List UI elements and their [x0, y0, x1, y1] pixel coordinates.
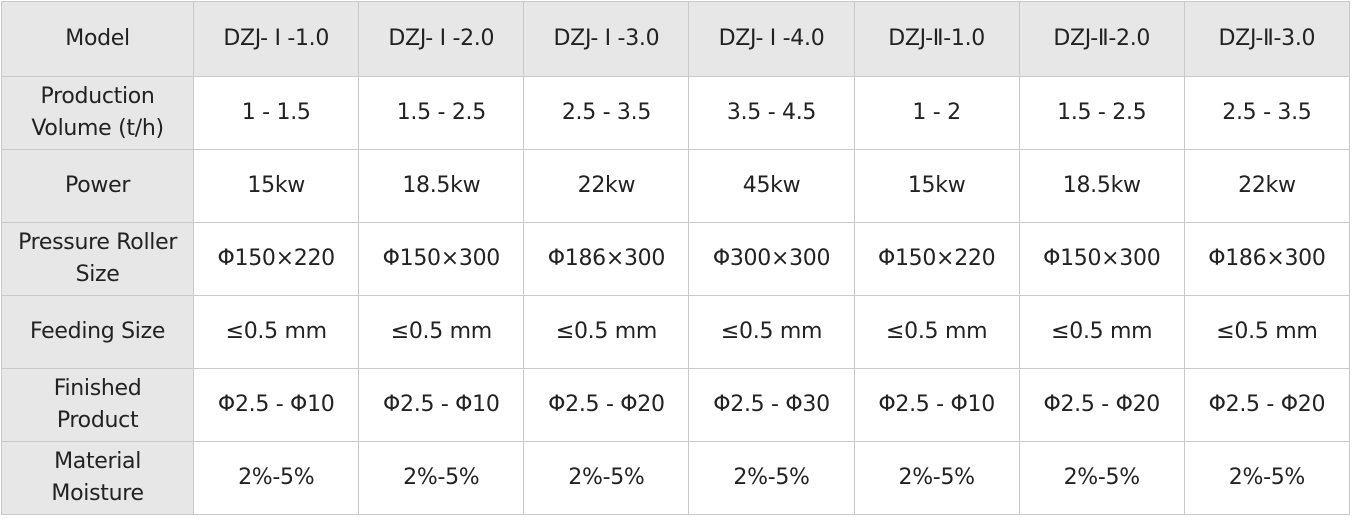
header-cell: DZJ-Ⅱ-1.0: [853, 1, 1020, 77]
table-cell: Φ2.5 - Φ30: [688, 368, 855, 442]
header-cell: DZJ-Ⅱ-2.0: [1018, 1, 1185, 77]
row-label: Production Volume (t/h): [0, 76, 195, 150]
table-row: Material Moisture 2%-5% 2%-5% 2%-5% 2%-5% 2%-5…: [0, 441, 1351, 515]
table-cell: Φ300×300: [688, 222, 855, 296]
table-cell: ≤0.5 mm: [853, 295, 1020, 369]
table-cell: 18.5kw: [1018, 149, 1185, 223]
table-cell: 1.5 - 2.5: [358, 76, 525, 150]
table-cell: 18.5kw: [358, 149, 525, 223]
row-label-line: Moisture: [51, 481, 144, 506]
table-cell: ≤0.5 mm: [193, 295, 360, 369]
table-row: Production Volume (t/h) 1 - 1.5 1.5 - 2.5 2.…: [0, 76, 1351, 150]
table-row: Pressure Roller Size Φ150×220 Φ150×300 Φ186×…: [0, 222, 1351, 296]
table-cell: Φ2.5 - Φ20: [1018, 368, 1185, 442]
header-cell: DZJ- Ⅰ -2.0: [358, 1, 525, 77]
table-cell: Φ2.5 - Φ10: [853, 368, 1020, 442]
table-cell: 22kw: [1183, 149, 1351, 223]
table-cell: 3.5 - 4.5: [688, 76, 855, 150]
header-cell: Model: [0, 1, 195, 77]
row-label-line: Feeding Size: [30, 319, 166, 344]
table-cell: Φ150×300: [1018, 222, 1185, 296]
table-cell: Φ186×300: [1183, 222, 1351, 296]
table-cell: 2%-5%: [1183, 441, 1351, 515]
row-label-line: Volume (t/h): [31, 116, 164, 141]
table-cell: ≤0.5 mm: [358, 295, 525, 369]
table-cell: 1 - 1.5: [193, 76, 360, 150]
header-cell: DZJ- Ⅰ -1.0: [193, 1, 360, 77]
table-row: Feeding Size ≤0.5 mm ≤0.5 mm ≤0.5 mm ≤0.5 mm…: [0, 295, 1351, 369]
row-label: Power: [0, 149, 195, 223]
table-cell: Φ186×300: [523, 222, 690, 296]
table-cell: Φ150×220: [193, 222, 360, 296]
row-label: Pressure Roller Size: [0, 222, 195, 296]
table-cell: 2%-5%: [853, 441, 1020, 515]
table-cell: 22kw: [523, 149, 690, 223]
table-cell: ≤0.5 mm: [523, 295, 690, 369]
row-label-line: Production: [40, 84, 155, 109]
table-cell: ≤0.5 mm: [688, 295, 855, 369]
table-cell: 2%-5%: [193, 441, 360, 515]
header-row: Model DZJ- Ⅰ -1.0 DZJ- Ⅰ -2.0 DZJ- Ⅰ -3.0 DZ…: [0, 1, 1351, 77]
row-label: Finished Product: [0, 368, 195, 442]
table-cell: 2%-5%: [523, 441, 690, 515]
header-cell: DZJ- Ⅰ -4.0: [688, 1, 855, 77]
table-row: Power 15kw 18.5kw 22kw 45kw 15kw 18.5kw 22kw: [0, 149, 1351, 223]
table-cell: 2%-5%: [688, 441, 855, 515]
table-cell: Φ2.5 - Φ20: [1183, 368, 1351, 442]
table-cell: Φ2.5 - Φ10: [193, 368, 360, 442]
row-label-line: Pressure Roller: [18, 230, 178, 255]
table-cell: 2.5 - 3.5: [1183, 76, 1351, 150]
row-label-line: Power: [65, 173, 131, 198]
table-cell: 15kw: [853, 149, 1020, 223]
table-cell: 45kw: [688, 149, 855, 223]
table-cell: Φ2.5 - Φ20: [523, 368, 690, 442]
table-cell: 2.5 - 3.5: [523, 76, 690, 150]
table-cell: 15kw: [193, 149, 360, 223]
table-cell: ≤0.5 mm: [1183, 295, 1351, 369]
header-cell: DZJ- Ⅰ -3.0: [523, 1, 690, 77]
row-label-line: Product: [56, 408, 139, 433]
row-label: Material Moisture: [0, 441, 195, 515]
row-label-line: Size: [75, 262, 120, 287]
table-cell: ≤0.5 mm: [1018, 295, 1185, 369]
table-cell: 1 - 2: [853, 76, 1020, 150]
header-cell: DZJ-Ⅱ-3.0: [1183, 1, 1351, 77]
row-label: Feeding Size: [0, 295, 195, 369]
row-label-line: Finished: [53, 376, 142, 401]
table-cell: Φ150×220: [853, 222, 1020, 296]
row-label-line: Material: [54, 449, 142, 474]
table-cell: 2%-5%: [358, 441, 525, 515]
table-cell: 1.5 - 2.5: [1018, 76, 1185, 150]
table-cell: Φ150×300: [358, 222, 525, 296]
table-cell: 2%-5%: [1018, 441, 1185, 515]
table-row: Finished Product Φ2.5 - Φ10 Φ2.5 - Φ10 Φ2.5 …: [0, 368, 1351, 442]
table-cell: Φ2.5 - Φ10: [358, 368, 525, 442]
